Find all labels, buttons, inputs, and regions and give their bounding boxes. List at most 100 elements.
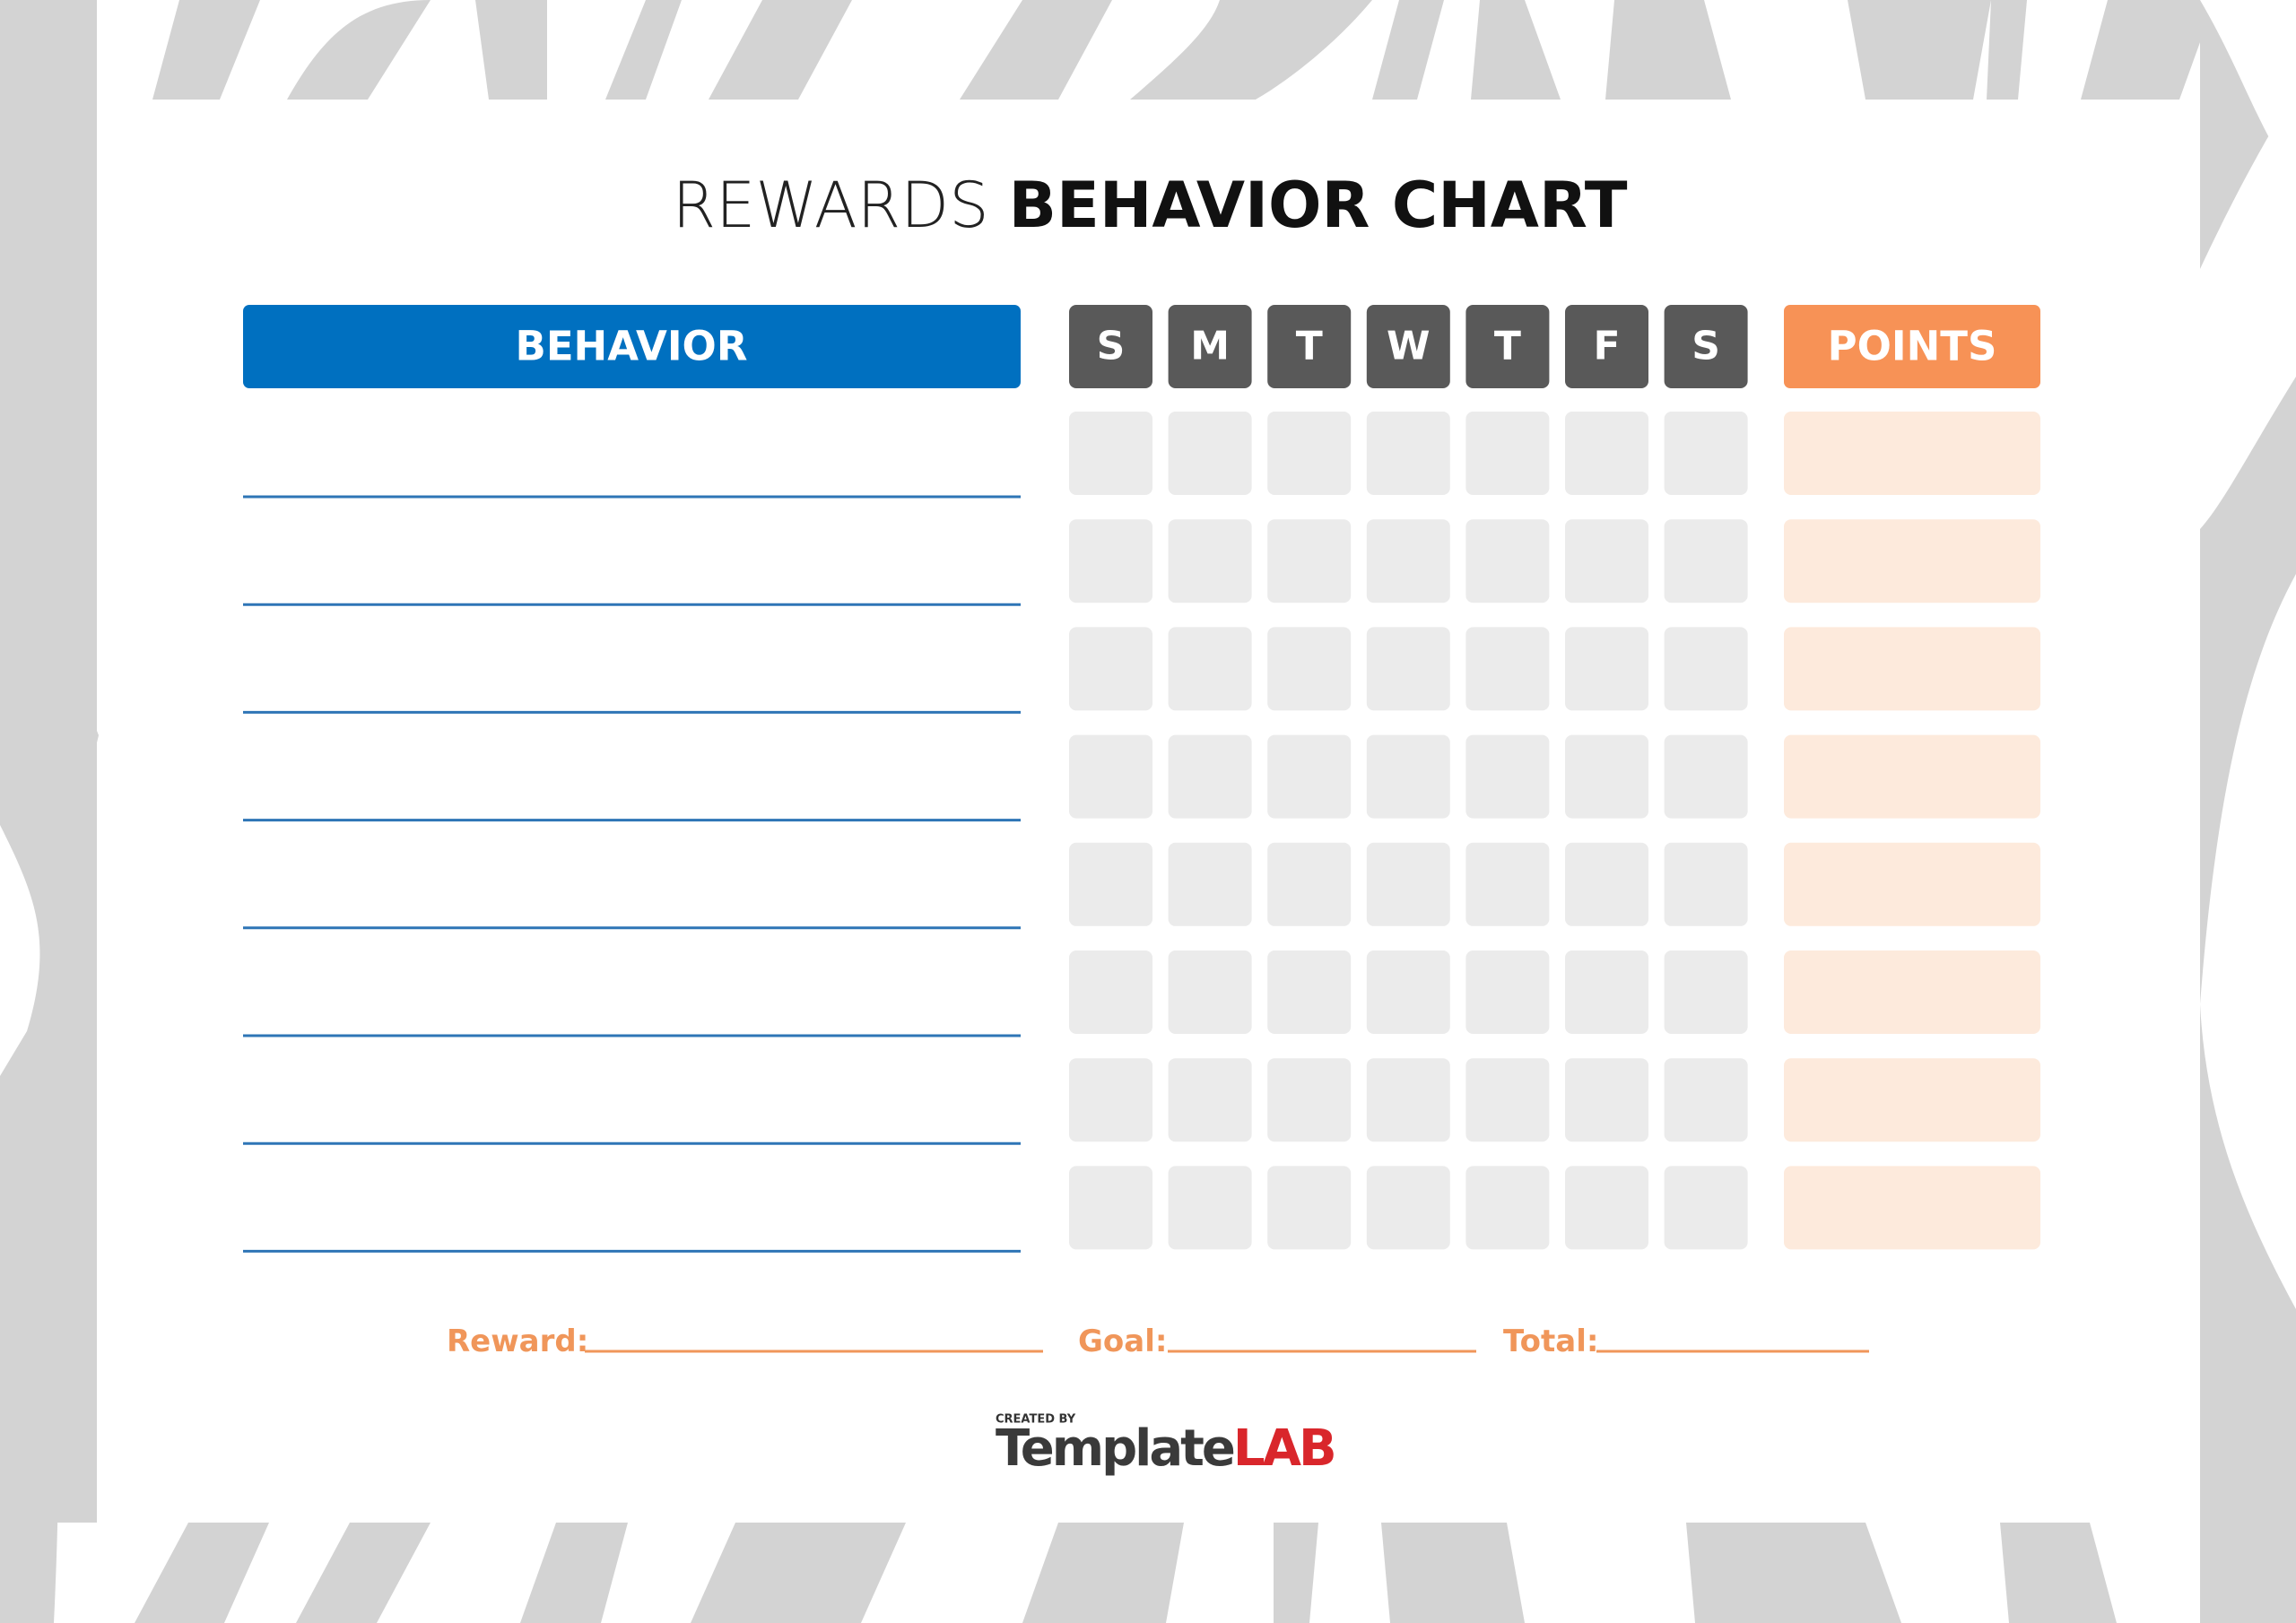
points-cell — [1784, 627, 2040, 711]
day-cell — [1664, 1166, 1748, 1250]
goal-label: Goal: — [1078, 1324, 1167, 1359]
day-cell — [1465, 519, 1550, 603]
day-cell — [1565, 1166, 1648, 1250]
day-cell — [1366, 412, 1450, 495]
day-cell — [1267, 734, 1352, 819]
logo: TemplateLAB — [996, 1419, 1335, 1478]
day-cell — [1267, 842, 1352, 926]
day-cell — [1069, 734, 1152, 819]
day-header-box — [1664, 305, 1748, 388]
logo-lab: LAB — [1233, 1419, 1335, 1478]
day-cell — [1664, 842, 1748, 926]
day-cell — [1465, 1058, 1550, 1142]
day-cell — [1565, 734, 1648, 819]
logo-template: Template — [996, 1419, 1234, 1478]
points-cell — [1784, 412, 2040, 495]
points-cell — [1784, 519, 2040, 603]
day-cell — [1168, 412, 1252, 495]
day-cell — [1366, 734, 1450, 819]
day-cell — [1565, 1058, 1648, 1142]
day-cell — [1168, 734, 1252, 819]
day-cell — [1069, 950, 1152, 1034]
day-cell — [1664, 1058, 1748, 1142]
day-cell — [1267, 1166, 1352, 1250]
day-cell — [1366, 627, 1450, 711]
title-light: REWARDS — [673, 169, 989, 242]
stripe-gap — [2200, 90, 2296, 529]
day-cell — [1168, 627, 1252, 711]
day-cell — [1366, 842, 1450, 926]
day-header-box — [1069, 305, 1152, 388]
day-cell — [1664, 734, 1748, 819]
day-cell — [1664, 950, 1748, 1034]
day-header-box — [1267, 305, 1352, 388]
day-cell — [1168, 1058, 1252, 1142]
day-cell — [1168, 519, 1252, 603]
day-header: S — [1097, 324, 1126, 369]
day-cell — [1267, 519, 1352, 603]
day-cell — [1465, 1166, 1550, 1250]
day-header-box — [1168, 305, 1252, 388]
stripe — [135, 1523, 2117, 1623]
day-header-box — [1465, 305, 1550, 388]
day-cell — [1565, 950, 1648, 1034]
day-cell — [1069, 627, 1152, 711]
day-cell — [1267, 950, 1352, 1034]
day-cell — [1465, 950, 1550, 1034]
day-header: F — [1593, 324, 1620, 369]
total-label: Total: — [1503, 1324, 1598, 1359]
day-cell — [1069, 842, 1152, 926]
day-cell — [1168, 950, 1252, 1034]
day-cell — [1366, 1166, 1450, 1250]
day-cell — [1366, 950, 1450, 1034]
day-cell — [1366, 1058, 1450, 1142]
day-cell — [1664, 519, 1748, 603]
day-cell — [1267, 412, 1352, 495]
day-cell — [1565, 627, 1648, 711]
day-cell — [1267, 627, 1352, 711]
reward-label: Reward: — [447, 1324, 588, 1359]
day-header: S — [1692, 324, 1720, 369]
day-cell — [1664, 627, 1748, 711]
points-cell — [1784, 1058, 2040, 1142]
day-header: W — [1387, 324, 1431, 369]
points-cell — [1784, 842, 2040, 926]
points-cell — [1784, 1166, 2040, 1250]
day-cell — [1069, 1166, 1152, 1250]
points-cell — [1784, 734, 2040, 819]
day-cell — [1168, 1166, 1252, 1250]
points-header: POINTS — [1828, 323, 1997, 370]
logo-created-by: CREATED BY — [996, 1413, 1076, 1427]
day-cell — [1069, 519, 1152, 603]
title: REWARDS BEHAVIOR CHART — [673, 169, 1628, 242]
day-cell — [1565, 519, 1648, 603]
day-header-box — [1565, 305, 1648, 388]
title-bold: BEHAVIOR CHART — [1009, 169, 1628, 242]
stripe-gap — [0, 825, 40, 1076]
day-cell — [1366, 519, 1450, 603]
footer: Reward: Goal: Total: — [447, 1324, 1598, 1359]
day-header: M — [1190, 324, 1230, 369]
day-cell — [1664, 412, 1748, 495]
day-cell — [1565, 412, 1648, 495]
day-cell — [1465, 734, 1550, 819]
points-cell — [1784, 950, 2040, 1034]
day-header: T — [1296, 324, 1323, 369]
stripe — [152, 0, 2215, 100]
stripe — [0, 0, 99, 1623]
stripe-gap — [2200, 574, 2296, 1309]
day-cell — [1565, 842, 1648, 926]
day-cell — [1465, 627, 1550, 711]
day-cell — [1465, 412, 1550, 495]
points-header-box — [1784, 305, 2040, 388]
day-cell — [1069, 1058, 1152, 1142]
behavior-header-box — [243, 305, 1021, 388]
day-cell — [1465, 842, 1550, 926]
day-header-box — [1366, 305, 1450, 388]
behavior-header: BEHAVIOR — [516, 323, 748, 370]
day-cell — [1267, 1058, 1352, 1142]
